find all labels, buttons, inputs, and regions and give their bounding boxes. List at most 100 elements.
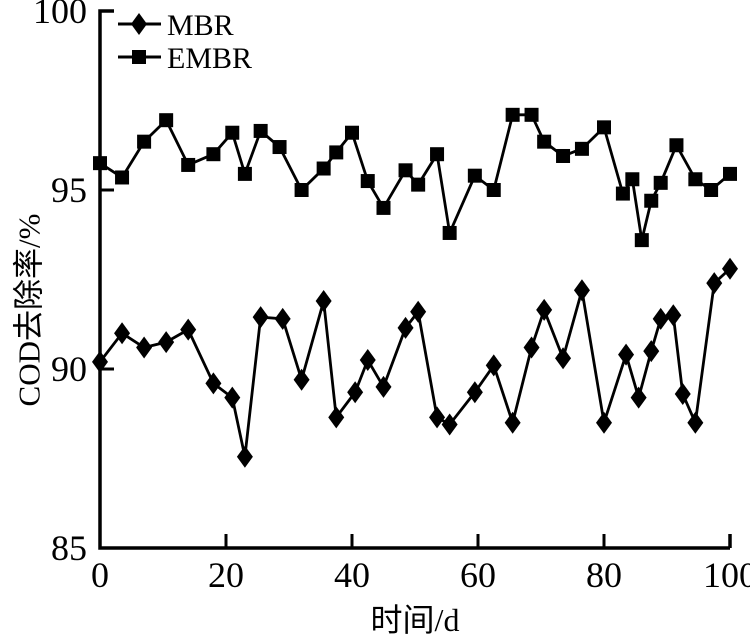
y-tick-label: 100 (33, 0, 87, 31)
x-axis-title: 时间/d (370, 602, 460, 638)
square-marker (704, 183, 719, 197)
square-marker (669, 138, 684, 153)
square-marker (615, 186, 630, 201)
x-tick-label: 40 (334, 555, 370, 595)
square-marker (253, 123, 268, 138)
diamond-marker (665, 304, 682, 327)
square-marker (294, 183, 309, 197)
square-marker (467, 168, 482, 183)
diamond-marker (252, 306, 269, 329)
legend-item-embr: EMBR (118, 42, 252, 75)
diamond-marker (136, 336, 153, 359)
diamond-marker (523, 336, 540, 359)
y-axis-title: COD去除率/% (11, 213, 47, 407)
square-marker (442, 225, 457, 240)
square-marker (634, 233, 649, 248)
square-marker (206, 147, 221, 162)
diamond-marker (375, 375, 392, 398)
diamond-marker (92, 350, 108, 373)
square-marker (723, 166, 737, 181)
diamond-marker (441, 413, 458, 436)
diamond-marker (555, 347, 572, 370)
diamond-marker (224, 386, 241, 409)
axis-frame (98, 9, 732, 550)
square-marker (574, 141, 589, 156)
square-marker (556, 148, 571, 163)
diamond-marker (158, 331, 175, 354)
diamond-marker (347, 381, 364, 404)
square-marker (360, 174, 375, 189)
legend-item-mbr: MBR (118, 9, 234, 42)
square-marker (505, 107, 520, 122)
x-tick-label: 80 (586, 555, 622, 595)
diamond-marker (630, 386, 647, 409)
square-marker (524, 107, 539, 122)
diamond-marker (485, 354, 502, 377)
diamond-marker (706, 272, 723, 295)
square-marker (225, 125, 240, 140)
axes: 85 90 95 100 0 20 40 60 80 100 (33, 0, 750, 595)
square-marker (644, 193, 659, 208)
x-tick-label: 20 (208, 555, 244, 595)
square-marker (411, 177, 426, 192)
square-marker (132, 50, 146, 64)
x-tick-label: 0 (91, 555, 109, 595)
square-marker (653, 175, 668, 190)
diamond-marker (315, 289, 332, 312)
square-marker (486, 183, 501, 197)
diamond-marker (205, 372, 222, 395)
legend-label: MBR (167, 9, 234, 42)
diamond-marker (236, 445, 253, 468)
diamond-marker (504, 411, 521, 434)
square-marker (329, 145, 344, 160)
diamond-marker (180, 318, 197, 341)
diamond-marker (652, 307, 669, 330)
square-marker (430, 147, 445, 162)
diamond-marker (429, 406, 446, 429)
diamond-marker (131, 13, 147, 35)
square-marker (376, 200, 391, 215)
x-tick-label: 100 (703, 555, 750, 595)
x-tick-label: 60 (460, 555, 496, 595)
square-marker (237, 166, 252, 181)
square-marker (115, 170, 130, 185)
series-embr (93, 107, 737, 248)
y-tick-label: 85 (51, 528, 87, 568)
square-marker (398, 163, 413, 178)
diamond-marker (596, 411, 612, 434)
square-marker (688, 172, 703, 187)
diamond-marker (643, 340, 660, 363)
legend-label: EMBR (167, 42, 252, 75)
square-marker (137, 134, 152, 149)
diamond-marker (397, 316, 414, 339)
square-marker (625, 172, 640, 187)
square-marker (537, 134, 552, 149)
diamond-marker (536, 298, 553, 321)
series-line (98, 267, 731, 458)
diamond-marker (359, 349, 376, 372)
series-mbr (92, 257, 738, 468)
diamond-marker (114, 322, 131, 345)
diamond-marker (293, 368, 310, 391)
y-tick-label: 95 (51, 170, 87, 210)
square-marker (159, 113, 174, 128)
y-tick-label: 90 (51, 349, 87, 389)
diamond-marker (466, 381, 483, 404)
diamond-marker (274, 307, 291, 330)
square-marker (272, 140, 287, 155)
diamond-marker (328, 406, 345, 429)
diamond-marker (674, 383, 691, 406)
square-marker (345, 125, 359, 140)
square-marker (93, 156, 107, 171)
diamond-marker (573, 279, 590, 302)
diamond-marker (722, 257, 738, 280)
square-marker (181, 157, 196, 172)
square-marker (316, 161, 331, 176)
diamond-marker (410, 300, 427, 323)
diamond-marker (618, 343, 635, 366)
diamond-marker (687, 411, 704, 434)
square-marker (597, 120, 611, 135)
